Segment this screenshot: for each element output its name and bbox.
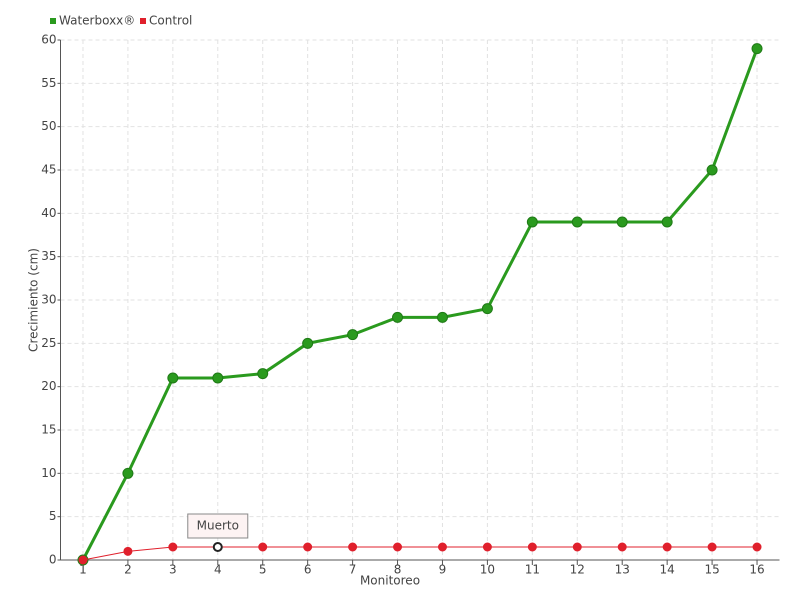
data-point xyxy=(258,542,268,552)
y-tick-label: 15 xyxy=(41,423,56,437)
y-tick-label: 40 xyxy=(41,206,56,220)
data-point xyxy=(78,555,88,565)
x-tick-label: 15 xyxy=(704,563,719,577)
y-tick-label: 25 xyxy=(41,336,56,350)
x-tick-label: 16 xyxy=(749,563,764,577)
y-tick-label: 0 xyxy=(49,553,57,567)
x-tick-label: 3 xyxy=(169,563,177,577)
legend-swatch xyxy=(140,18,146,24)
data-point xyxy=(212,372,224,384)
y-tick-label: 55 xyxy=(41,76,56,90)
data-point xyxy=(348,542,358,552)
series-line xyxy=(81,48,759,561)
annotation: Muerto xyxy=(197,519,239,533)
data-point xyxy=(122,467,134,479)
x-tick-label: 6 xyxy=(304,563,312,577)
data-point xyxy=(572,542,582,552)
annotation-box xyxy=(187,513,249,539)
x-tick-label: 5 xyxy=(259,563,267,577)
data-point xyxy=(436,311,448,323)
data-point xyxy=(212,542,223,552)
x-tick-label: 9 xyxy=(439,563,447,577)
y-tick-label: 20 xyxy=(41,379,56,393)
data-point xyxy=(482,542,492,552)
data-point xyxy=(392,311,404,323)
y-tick-label: 35 xyxy=(41,249,56,263)
y-tick-label: 30 xyxy=(41,293,56,307)
legend-label: Control xyxy=(149,14,192,28)
x-tick-label: 4 xyxy=(214,563,222,577)
x-tick-label: 1 xyxy=(79,563,87,577)
x-tick-label: 12 xyxy=(570,563,585,577)
y-tick-label: 50 xyxy=(41,119,56,133)
data-point xyxy=(168,542,178,552)
x-tick-label: 2 xyxy=(124,563,132,577)
x-tick-label: 13 xyxy=(615,563,630,577)
x-tick-label: 10 xyxy=(480,563,495,577)
data-point xyxy=(662,542,672,552)
data-point xyxy=(123,546,133,556)
data-point xyxy=(617,542,627,552)
data-point xyxy=(571,216,583,228)
x-tick-label: 11 xyxy=(525,563,540,577)
y-tick-label: 5 xyxy=(49,509,57,523)
series-line xyxy=(82,546,758,561)
data-point xyxy=(526,216,538,228)
data-point xyxy=(706,164,718,176)
y-tick-label: 60 xyxy=(41,33,56,47)
data-point xyxy=(303,542,313,552)
legend-label: Waterboxx® xyxy=(59,14,135,28)
data-point xyxy=(751,43,763,55)
data-point xyxy=(347,329,359,341)
data-point xyxy=(257,368,269,380)
data-point xyxy=(707,542,717,552)
data-point xyxy=(437,542,447,552)
data-point xyxy=(393,542,403,552)
y-tick-label: 10 xyxy=(41,466,56,480)
x-tick-label: 7 xyxy=(349,563,357,577)
x-axis-title: Monitoreo xyxy=(360,574,420,588)
data-point xyxy=(527,542,537,552)
data-point xyxy=(661,216,673,228)
data-point xyxy=(167,372,179,384)
data-point xyxy=(481,303,493,315)
y-tick-label: 45 xyxy=(41,163,56,177)
legend-swatch xyxy=(50,18,56,24)
x-tick-label: 14 xyxy=(660,563,675,577)
y-axis-title: Crecimiento (cm) xyxy=(27,248,41,352)
data-point xyxy=(616,216,628,228)
x-tick-label: 8 xyxy=(394,563,402,577)
data-point xyxy=(302,337,314,349)
data-point xyxy=(752,542,762,552)
